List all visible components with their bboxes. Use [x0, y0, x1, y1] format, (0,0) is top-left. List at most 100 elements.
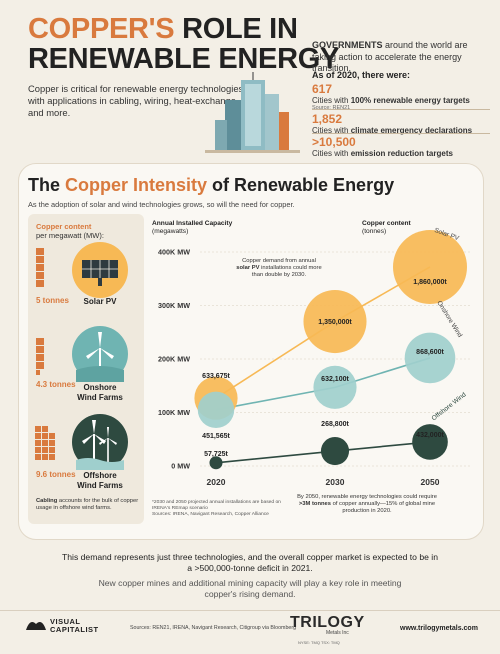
gov-bold: GOVERNMENTS	[312, 40, 383, 50]
stat-desc-pre: Cities with	[312, 149, 351, 158]
visual-capitalist-logo: VISUAL CAPITALIST	[50, 618, 99, 634]
solar-tonnes: 5 tonnes	[36, 296, 69, 305]
section-title: The Copper Intensity of Renewable Energy	[28, 175, 394, 196]
x-tick-label: 2030	[326, 477, 345, 487]
copper-label: 432,000t	[416, 432, 444, 439]
data-bubble	[313, 365, 357, 409]
deficit-statement: This demand represents just three techno…	[62, 552, 438, 573]
y-tick-label: 200K MW	[158, 355, 190, 364]
solar-label: Solar PV	[83, 297, 117, 306]
stat-renewable-targets: 617 Cities with 100% renewable energy ta…	[312, 82, 492, 111]
copper-label: 633,675t	[202, 373, 230, 380]
divider	[312, 133, 490, 134]
sidebar-title: Copper content per megawatt (MW):	[36, 222, 104, 240]
mining-statement: New copper mines and additional mining c…	[98, 578, 402, 599]
offshore-label-line2: Wind Farms	[77, 481, 123, 490]
y-tick-label: 300K MW	[158, 301, 190, 310]
copper-bars-icon	[36, 338, 44, 375]
onshore-wind-icon	[72, 326, 128, 382]
stat-desc-pre: Cities with	[312, 126, 351, 135]
data-bubble	[209, 456, 223, 470]
annot-post: installations could more than double by …	[251, 265, 322, 279]
copper-bars-icon	[36, 248, 44, 287]
annot-pre: By 2050, renewable energy technologies c…	[297, 494, 437, 500]
solar-annotation: Copper demand from annual solar PV insta…	[236, 258, 322, 280]
annot-bold: solar PV	[236, 265, 260, 272]
cabling-note: Cabling accounts for the bulk of copper …	[36, 498, 140, 512]
data-bubble	[303, 290, 367, 354]
copper-label: 1,350,000t	[318, 319, 352, 326]
vc-line1: VISUAL	[50, 617, 81, 626]
stat-desc-bold: 100% renewable energy targets	[350, 96, 470, 105]
footer	[0, 610, 500, 654]
onshore-tonnes: 4.3 tonnes	[36, 380, 76, 389]
trilogy-logo: TRILOGY	[290, 614, 365, 631]
onshore-label: Onshore Wind Farms	[70, 383, 130, 403]
footnote-text: *2030 and 2050 projected annual installa…	[152, 500, 281, 512]
stat-desc-pre: Cities with	[312, 96, 351, 105]
gov-rest: around the world are taking action to ac…	[312, 40, 468, 73]
copper-label: 268,800t	[321, 421, 349, 428]
stat-desc-bold: climate emergency declarations	[350, 126, 473, 135]
page-title: COPPER'S ROLE IN RENEWABLE ENERGY	[28, 14, 339, 74]
sidebar-title-line1: Copper content	[36, 222, 92, 231]
onshore-label-line2: Wind Farms	[77, 393, 123, 402]
visual-capitalist-logo-icon	[26, 622, 46, 630]
stat-desc: Cities with climate emergency declaratio…	[312, 126, 492, 135]
y-axis-label: Annual Installed Capacity	[152, 220, 233, 227]
trilogy-tag: NYSE: TMQ TSX: TMQ	[298, 640, 340, 645]
data-bubble	[412, 424, 448, 460]
size-label: Copper content	[362, 220, 411, 227]
size-unit: (tonnes)	[362, 228, 387, 235]
stat-number: >10,500	[312, 135, 356, 149]
trilogy-sub: Metals Inc	[326, 630, 349, 636]
offshore-label: Offshore Wind Farms	[70, 471, 130, 491]
footnote-sources: Sources: IRENA, Navigant Research, Coppe…	[152, 512, 269, 518]
annot-bold: >3M tonnes	[298, 501, 331, 508]
data-bubble	[320, 436, 350, 466]
series-name-label: Offshore Wind	[431, 391, 468, 422]
chart-footnote: *2030 and 2050 projected annual installa…	[152, 500, 292, 519]
title-line2: RENEWABLE ENERGY	[28, 43, 340, 75]
intro-text: Copper is critical for renewable energy …	[28, 83, 244, 118]
title-rest: ROLE IN	[174, 13, 298, 45]
stat-desc-bold: emission reduction targets	[350, 149, 453, 158]
trilogy-url[interactable]: www.trilogymetals.com	[400, 625, 478, 632]
size-legend-title: Copper content (tonnes)	[362, 220, 411, 236]
x-tick-label: 2050	[421, 477, 440, 487]
copper-label: 632,100t	[321, 376, 349, 383]
y-tick-label: 0 MW	[171, 462, 190, 471]
city-skyline-icon	[205, 72, 300, 153]
note-rest: accounts for the bulk of copper usage in…	[36, 498, 139, 511]
stat-source: Source: REN21	[312, 105, 351, 111]
governments-text: GOVERNMENTS around the world are taking …	[312, 40, 492, 75]
stat-desc: Cities with emission reduction targets	[312, 149, 492, 158]
stat-desc: Cities with 100% renewable energy target…	[312, 96, 492, 105]
copper-label: 868,600t	[416, 349, 444, 356]
2050-annotation: By 2050, renewable energy technologies c…	[292, 494, 442, 516]
sidebar-title-line2: per megawatt (MW):	[36, 231, 104, 240]
annot-post: of copper annually—15% of global mine pr…	[330, 501, 436, 515]
vc-line2: CAPITALIST	[50, 625, 99, 634]
as-of-label: As of 2020, there were:	[312, 70, 411, 80]
offshore-wind-icon	[72, 414, 128, 470]
y-tick-label: 100K MW	[158, 408, 190, 417]
annot-pre: Copper demand from annual	[242, 258, 316, 264]
stat-emission-targets: >10,500 Cities with emission reduction t…	[312, 135, 492, 158]
stat-number: 1,852	[312, 112, 343, 126]
section-title-a: The	[28, 175, 66, 195]
title-accent: COPPER'S	[28, 13, 175, 45]
x-tick-label: 2020	[207, 477, 226, 487]
stat-climate-emergency: 1,852 Cities with climate emergency decl…	[312, 112, 492, 135]
offshore-label-line1: Offshore	[83, 471, 117, 480]
y-axis-unit: (megawatts)	[152, 228, 189, 235]
section-title-accent: Copper Intensity	[65, 175, 208, 195]
stat-number: 617	[312, 82, 333, 96]
data-bubble	[393, 229, 467, 304]
y-axis-title: Annual Installed Capacity (megawatts)	[152, 220, 232, 236]
section-subtitle: As the adoption of solar and wind techno…	[28, 200, 295, 209]
footer-sources: Sources: REN21, IRENA, Navigant Research…	[130, 625, 297, 631]
offshore-tonnes: 9.6 tonnes	[36, 470, 76, 479]
y-tick-label: 400K MW	[158, 248, 190, 257]
